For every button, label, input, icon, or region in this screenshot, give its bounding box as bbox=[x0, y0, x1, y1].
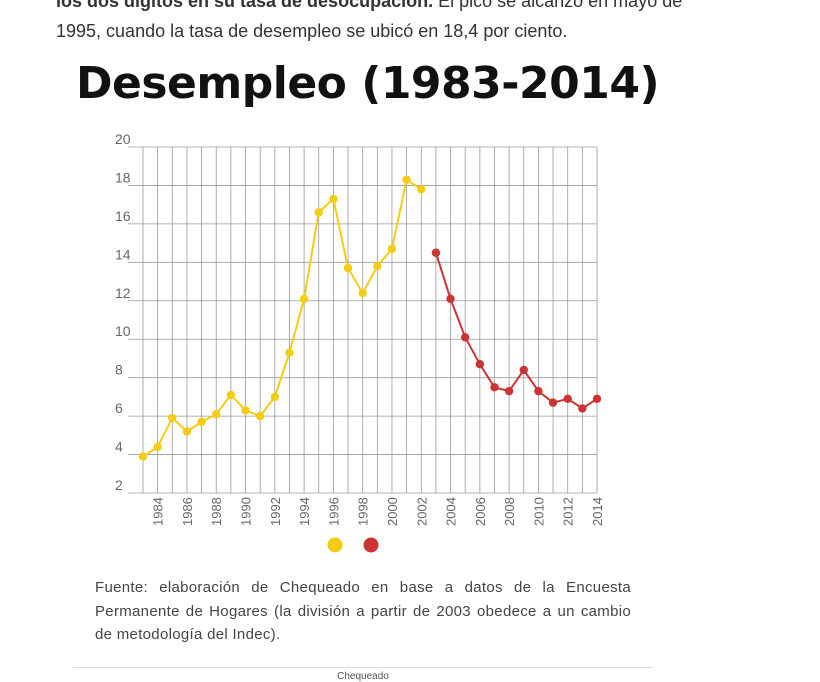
y-tick-label: 12 bbox=[115, 285, 131, 301]
x-tick-label: 1990 bbox=[239, 497, 254, 526]
embed-credit: Chequeado bbox=[337, 671, 389, 682]
y-tick-label: 2 bbox=[115, 477, 123, 493]
source-note: Fuente: elaboración de Chequeado en base… bbox=[95, 579, 631, 643]
series-line-0 bbox=[142, 178, 422, 458]
y-tick-label: 16 bbox=[115, 208, 131, 224]
data-point bbox=[329, 194, 338, 204]
article-bold-text: los dos dígitos en su tasa de desocupaci… bbox=[56, 0, 434, 11]
article-text: los dos dígitos en su tasa de desocupaci… bbox=[56, 0, 682, 46]
chart-grid bbox=[128, 146, 598, 494]
y-tick-label: 4 bbox=[115, 439, 123, 455]
data-point bbox=[358, 288, 367, 298]
article-line-1-rest: El pico se alcanzó en mayo de bbox=[433, 0, 683, 11]
legend-marker-0 bbox=[327, 537, 343, 553]
data-point bbox=[270, 392, 280, 402]
data-point bbox=[226, 390, 236, 400]
x-tick-label: 2014 bbox=[590, 497, 605, 526]
y-tick-label: 18 bbox=[115, 169, 131, 185]
data-point bbox=[241, 406, 250, 415]
data-point bbox=[299, 294, 309, 304]
data-point bbox=[563, 394, 572, 404]
data-point bbox=[197, 417, 206, 427]
y-tick-label: 14 bbox=[115, 246, 131, 262]
x-tick-label: 2008 bbox=[502, 497, 517, 526]
y-tick-label: 20 bbox=[115, 131, 131, 147]
legend-marker-1 bbox=[363, 537, 379, 553]
article-line-1: los dos dígitos en su tasa de desocupaci… bbox=[56, 0, 682, 16]
x-tick-label: 2004 bbox=[444, 497, 459, 526]
x-tick-label: 2012 bbox=[561, 497, 576, 526]
data-point bbox=[417, 185, 426, 194]
series-line-1 bbox=[434, 252, 598, 410]
x-tick-label: 1988 bbox=[209, 497, 224, 526]
data-point bbox=[402, 175, 411, 184]
x-tick-label: 1986 bbox=[180, 497, 195, 526]
x-tick-label: 2006 bbox=[473, 497, 488, 526]
chart-title: Desempleo (1983-2014) bbox=[76, 58, 660, 109]
data-point bbox=[519, 365, 528, 375]
chart-series bbox=[138, 175, 602, 461]
x-tick-label: 1992 bbox=[268, 497, 283, 526]
chart-legend bbox=[327, 537, 379, 553]
y-tick-label: 6 bbox=[115, 400, 123, 416]
data-point bbox=[343, 263, 353, 273]
data-point bbox=[182, 427, 192, 436]
article-line-2: 1995, cuando la tasa de desempleo se ubi… bbox=[56, 21, 568, 41]
divider bbox=[73, 667, 653, 668]
data-point bbox=[138, 452, 148, 461]
data-point bbox=[255, 411, 265, 421]
data-point bbox=[534, 386, 543, 396]
data-point bbox=[446, 294, 455, 304]
y-tick-label: 8 bbox=[115, 362, 123, 378]
data-point bbox=[373, 261, 382, 271]
data-point bbox=[431, 248, 441, 257]
data-point bbox=[475, 360, 485, 369]
x-tick-label: 2002 bbox=[414, 497, 429, 526]
data-point bbox=[314, 208, 323, 217]
x-tick-label: 1994 bbox=[297, 497, 312, 526]
chart-axes: 2 4 6 8 10 12 14 16 18 20 1984 1986 1988 1990 1992 1994… bbox=[115, 131, 605, 526]
data-point bbox=[153, 442, 162, 452]
y-tick-label: 10 bbox=[115, 323, 131, 339]
data-point bbox=[548, 398, 558, 407]
data-point bbox=[460, 333, 470, 342]
x-tick-label: 2010 bbox=[531, 497, 546, 526]
x-tick-label: 1984 bbox=[151, 497, 166, 526]
x-tick-label: 2000 bbox=[385, 497, 400, 526]
x-tick-label: 1998 bbox=[356, 497, 371, 526]
data-point bbox=[504, 386, 514, 396]
data-point bbox=[490, 383, 499, 392]
data-point bbox=[578, 404, 587, 413]
data-point bbox=[212, 409, 221, 419]
data-point bbox=[285, 348, 294, 357]
data-point bbox=[168, 413, 177, 423]
x-tick-label: 1996 bbox=[326, 497, 341, 526]
data-point bbox=[387, 244, 397, 254]
data-point bbox=[592, 394, 602, 404]
